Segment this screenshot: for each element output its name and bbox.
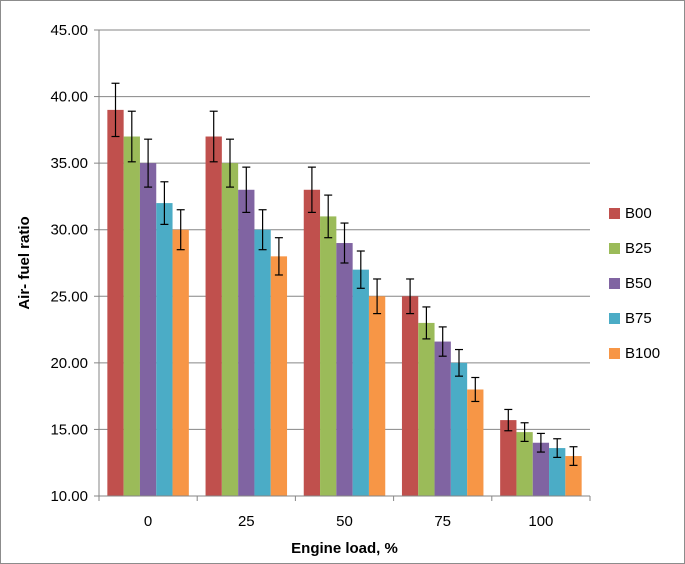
- error-bar: [553, 438, 562, 458]
- bar-b100: [368, 296, 386, 496]
- error-bar: [144, 138, 153, 188]
- bar-b25: [418, 322, 435, 496]
- bars: [107, 109, 582, 497]
- error-bar: [340, 222, 349, 264]
- error-bar: [307, 166, 316, 214]
- bar-b75: [156, 203, 173, 497]
- legend-swatch: [609, 278, 620, 289]
- bar-b50: [434, 341, 451, 496]
- x-tick-label: 100: [528, 513, 553, 530]
- legend-label: B75: [625, 310, 652, 327]
- bar-b50: [532, 442, 550, 496]
- legend-swatch: [609, 313, 620, 324]
- error-bar: [569, 446, 578, 466]
- y-tick-label: 10.00: [50, 488, 88, 505]
- bar-b25: [516, 432, 533, 496]
- error-bar: [438, 326, 447, 357]
- x-tick-label: 0: [144, 513, 152, 530]
- y-axis-ticks: 10.00 15.00 20.00 25.00 30.00 35.00 40.00 45.00: [50, 22, 99, 505]
- x-tick-label: 75: [434, 513, 451, 530]
- legend-label: B100: [625, 345, 660, 362]
- error-bars: [111, 82, 578, 466]
- y-tick-label: 25.00: [50, 288, 88, 305]
- bar-b25: [320, 216, 337, 496]
- bar-b75: [352, 269, 369, 496]
- error-bar: [209, 110, 218, 163]
- x-tick-label: 50: [336, 513, 353, 530]
- legend: B00 B25 B50 B75 B100: [609, 205, 660, 362]
- bar-b50: [139, 163, 157, 496]
- y-tick-label: 40.00: [50, 89, 88, 106]
- bar-b75: [254, 229, 271, 496]
- legend-swatch: [609, 348, 620, 359]
- legend-item-b00: B00: [609, 205, 652, 222]
- error-bar: [422, 306, 431, 340]
- legend-swatch: [609, 208, 620, 219]
- y-tick-label: 15.00: [50, 421, 88, 438]
- bar-b00: [303, 189, 321, 496]
- error-bar: [274, 237, 283, 276]
- legend-item-b100: B100: [609, 345, 660, 362]
- legend-label: B00: [625, 205, 652, 222]
- error-bar: [226, 138, 234, 188]
- x-axis-ticks: 0 25 50 75 100: [98, 496, 591, 530]
- bar-b00: [205, 136, 222, 496]
- bar-b25: [221, 163, 239, 496]
- bar-b00: [401, 296, 419, 496]
- error-bar: [258, 209, 267, 251]
- error-bar: [160, 181, 169, 225]
- bar-b75: [549, 448, 566, 496]
- y-tick-label: 45.00: [50, 22, 88, 39]
- axes: [98, 30, 590, 497]
- bar-b25: [123, 136, 140, 496]
- legend-item-b50: B50: [609, 275, 652, 292]
- x-axis-title: Engine load, %: [291, 540, 398, 557]
- error-bar: [356, 250, 365, 289]
- error-bar: [471, 376, 480, 403]
- y-tick-label: 20.00: [50, 355, 88, 372]
- y-tick-label: 30.00: [50, 222, 88, 239]
- x-tick-label: 25: [238, 513, 255, 530]
- bar-b100: [467, 389, 484, 496]
- y-tick-label: 35.00: [50, 155, 88, 172]
- legend-label: B50: [625, 275, 652, 292]
- bar-b50: [336, 243, 353, 496]
- legend-item-b25: B25: [609, 240, 652, 257]
- legend-label: B25: [625, 240, 652, 257]
- bar-b100: [270, 256, 288, 496]
- error-bar: [406, 278, 415, 315]
- legend-swatch: [609, 243, 620, 254]
- error-bar: [127, 110, 136, 163]
- error-bar: [455, 348, 463, 377]
- error-bar: [373, 278, 382, 315]
- error-bar: [176, 209, 185, 251]
- bar-b100: [172, 229, 189, 496]
- bar-b00: [500, 420, 517, 496]
- bar-b00: [107, 109, 124, 496]
- bar-b75: [450, 362, 468, 496]
- error-bar: [111, 82, 120, 138]
- error-bar: [242, 166, 251, 214]
- error-bar: [536, 432, 545, 453]
- error-bar: [520, 422, 529, 443]
- bar-b50: [238, 189, 255, 496]
- error-bar: [504, 408, 513, 432]
- legend-item-b75: B75: [609, 310, 652, 327]
- y-axis-title: Air- fuel ratio: [16, 216, 33, 309]
- error-bar: [324, 194, 333, 239]
- bar-b100: [565, 456, 582, 496]
